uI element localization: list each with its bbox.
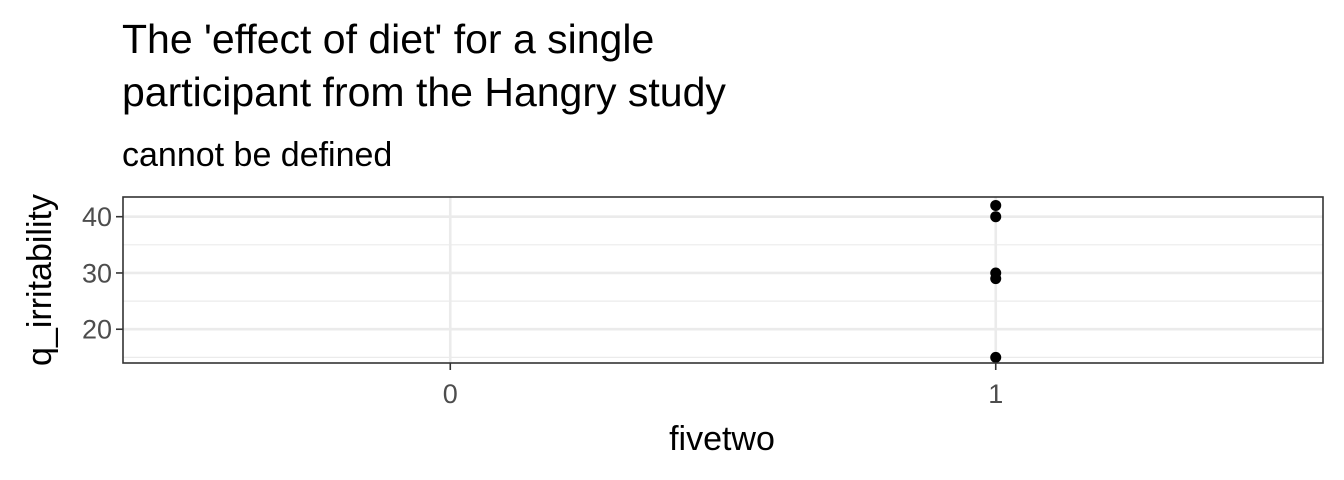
- chart-title-line-2: participant from the Hangry study: [122, 69, 726, 115]
- y-axis-title: q_irritability: [21, 194, 59, 366]
- plot-area: 20 30 40 0 1: [82, 196, 1324, 409]
- y-tick-label: 20: [82, 315, 112, 345]
- data-point: [990, 351, 1002, 363]
- x-tick-label: 0: [443, 379, 458, 409]
- panel-border: [122, 196, 1324, 364]
- chart-title-line-1: The 'effect of diet' for a single: [122, 16, 654, 62]
- data-point: [990, 199, 1002, 211]
- y-tick-label: 30: [82, 258, 112, 288]
- y-tick-label: 40: [82, 202, 112, 232]
- data-point: [990, 273, 1002, 285]
- panel-background: [123, 197, 1323, 363]
- chart-subtitle: cannot be defined: [122, 136, 392, 174]
- x-tick-label: 1: [988, 379, 1003, 409]
- data-point: [990, 211, 1002, 223]
- x-axis-title: fivetwo: [669, 420, 775, 458]
